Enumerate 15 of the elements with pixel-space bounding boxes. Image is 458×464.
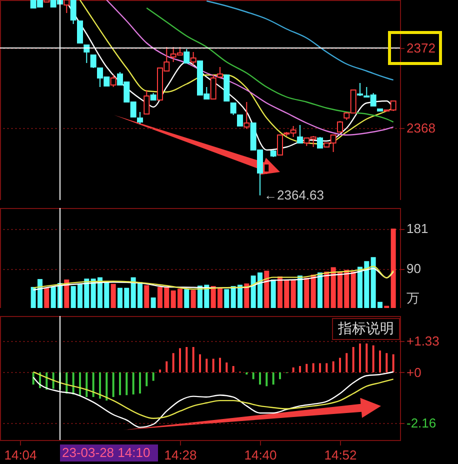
ref-line-label: 23-03-28 14:10 — [62, 445, 150, 460]
y-tick-label: 90 — [406, 261, 421, 276]
y-tick-label: +0 — [406, 364, 422, 380]
x-tick-label: 14:52 — [324, 448, 357, 462]
annotation: ←2364.63 — [264, 187, 324, 202]
x-tick-label: 14:04 — [4, 448, 37, 462]
x-tick-label: 14:28 — [164, 448, 197, 462]
y-tick-label: +1.33 — [406, 334, 440, 349]
annotation: 指标说明 — [332, 318, 400, 340]
y-tick-label: 181 — [406, 221, 428, 236]
y-tick-label: 2372 — [406, 40, 436, 56]
y-axis-title: 万 — [406, 290, 420, 306]
y-tick-label: 2368 — [406, 120, 436, 136]
y-tick-label: -2.16 — [406, 416, 436, 431]
x-tick-label: 14:40 — [244, 448, 277, 462]
